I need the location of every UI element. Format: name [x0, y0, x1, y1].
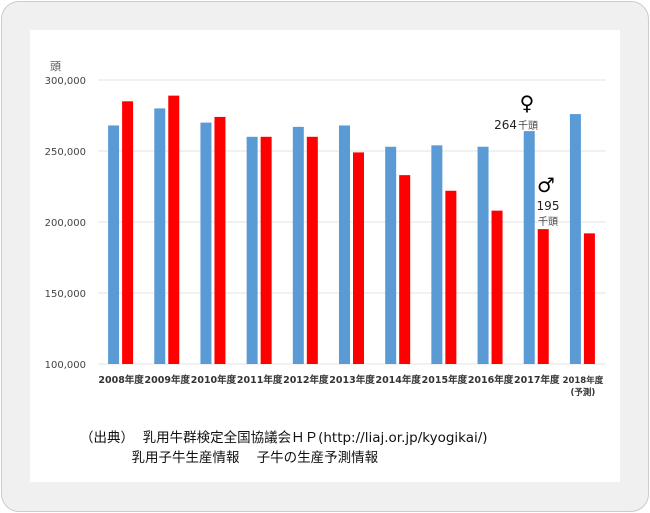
- bar-male: [214, 116, 226, 364]
- y-tick-label: 200,000: [45, 218, 86, 229]
- bar-female: [108, 125, 120, 364]
- x-tick-label: 2014年度: [375, 374, 421, 386]
- bar-female: [200, 122, 212, 364]
- bar-female: [246, 136, 258, 364]
- bar-female: [569, 114, 581, 364]
- bar-male: [306, 136, 318, 364]
- bar-male: [168, 95, 180, 365]
- bar-male: [491, 210, 503, 364]
- x-tick-label: 2017年度: [514, 374, 560, 386]
- y-tick-label: 150,000: [45, 289, 86, 300]
- female-symbol: ♀: [520, 91, 535, 115]
- bar-female: [339, 125, 350, 364]
- bar-male: [537, 229, 549, 364]
- x-tick-label: 2016年度: [468, 374, 514, 386]
- bar-male: [353, 152, 364, 364]
- source-line-2: 乳用子牛生産情報 子牛の生産予測情報: [80, 450, 379, 466]
- bar-female: [154, 108, 166, 365]
- source-note: （出典） 乳用牛群検定全国協議会ＨＰ(http://liaj.or.jp/kyo…: [80, 428, 488, 468]
- male-symbol: ♂: [537, 173, 555, 197]
- bar-male: [583, 233, 595, 364]
- bar-male: [122, 101, 134, 365]
- bar-male: [399, 175, 411, 364]
- male-value: 195: [537, 199, 560, 213]
- x-tick-label: 2011年度: [237, 374, 283, 386]
- x-tick-label: 2013年度: [329, 374, 375, 386]
- bar-female: [385, 146, 397, 364]
- bar-male: [445, 190, 457, 364]
- x-tick-label: 2008年度: [98, 374, 144, 386]
- x-tick-label: 2018年度: [563, 375, 604, 386]
- y-tick-label: 100,000: [45, 360, 86, 371]
- source-line-1: （出典） 乳用牛群検定全国協議会ＨＰ(http://liaj.or.jp/kyo…: [80, 430, 488, 446]
- x-tick-label: 2009年度: [145, 374, 191, 386]
- y-axis-label: 頭: [50, 60, 61, 73]
- y-tick-label: 300,000: [45, 76, 86, 87]
- bar-female: [523, 131, 535, 364]
- x-tick-label: 2010年度: [191, 374, 237, 386]
- female-unit: 千頭: [518, 120, 538, 132]
- male-unit: 千頭: [538, 216, 558, 228]
- x-tick-note: (予測): [571, 387, 596, 398]
- bar-male: [260, 136, 272, 364]
- x-tick-label: 2012年度: [283, 374, 329, 386]
- bar-female: [431, 145, 443, 364]
- female-value: 264: [494, 118, 517, 132]
- y-tick-label: 250,000: [45, 147, 86, 158]
- bar-female: [292, 126, 304, 364]
- x-tick-label: 2015年度: [422, 374, 468, 386]
- bar-female: [477, 146, 489, 364]
